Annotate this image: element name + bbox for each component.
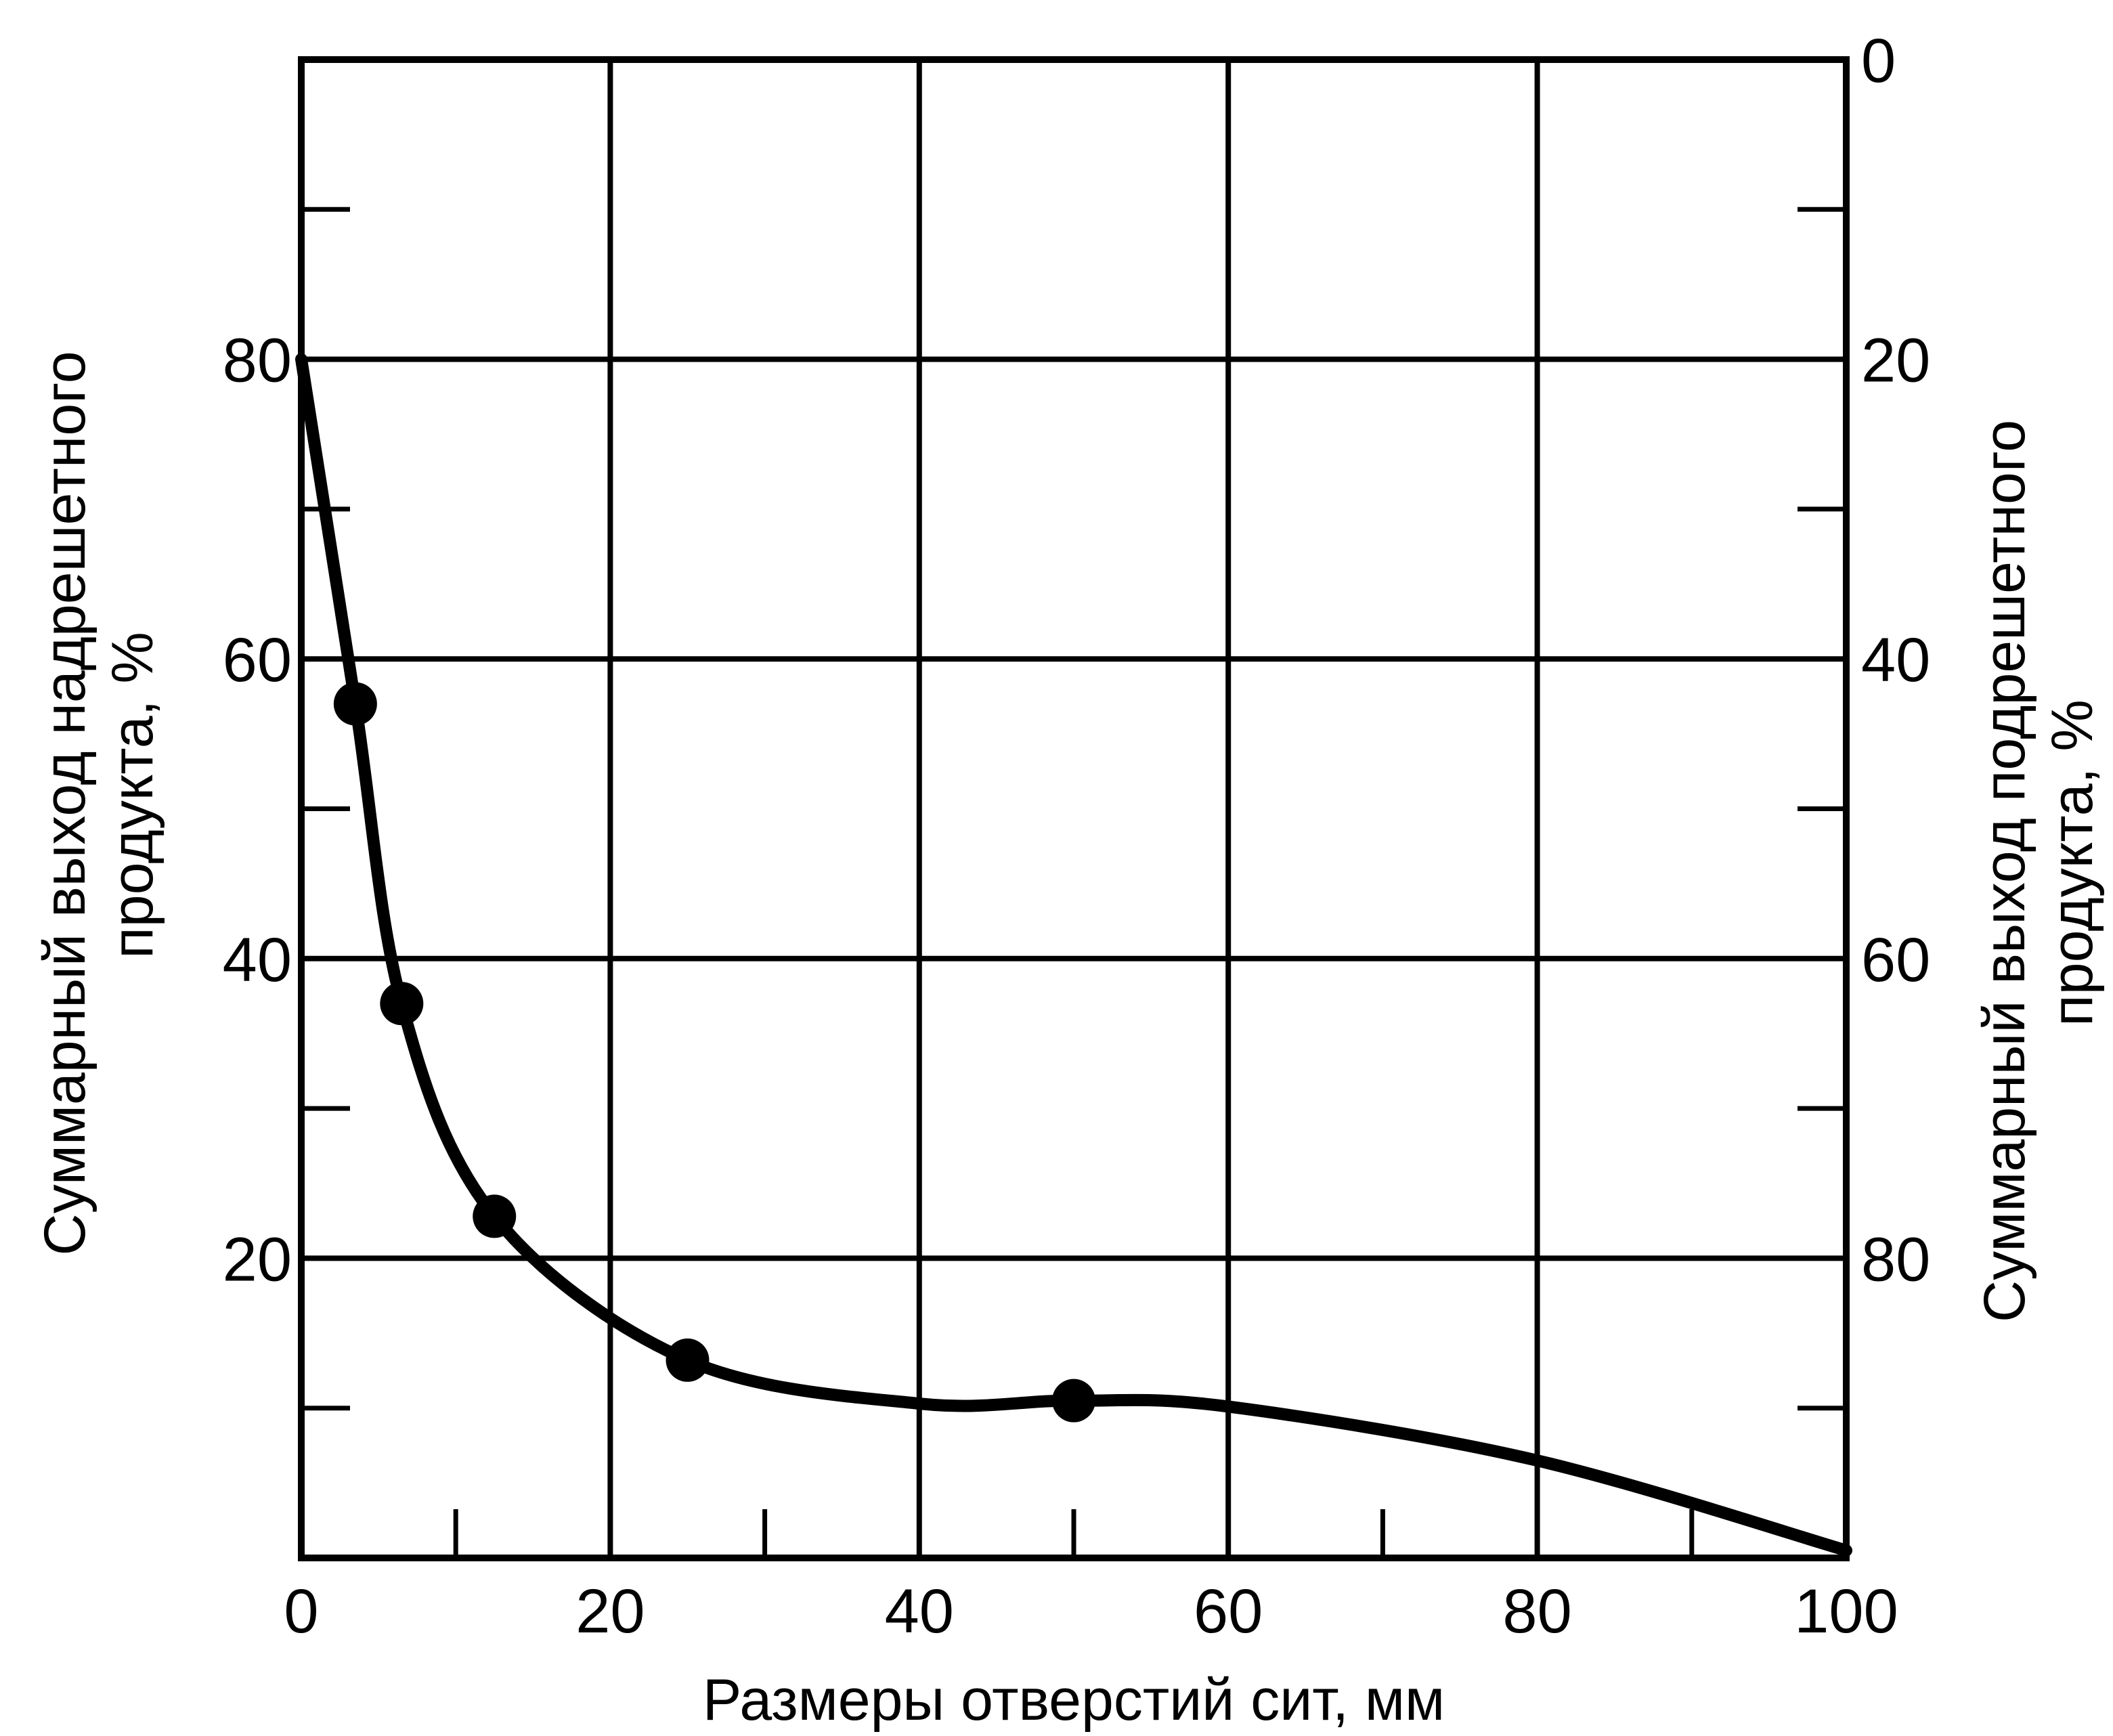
y-right-tick-label-40: 60 [1861,926,1930,995]
y-left-tick-label-20: 20 [223,1225,292,1294]
series-line [295,353,1852,1557]
y-right-axis-label-line2: продукта, % [2040,699,2105,1026]
x-tick-label-0: 0 [284,1577,318,1646]
plot-frame [298,56,1850,1561]
y-left-axis-label-line1: Суммарный выход надрешетного [32,351,97,1255]
data-point-4 [1052,1379,1095,1423]
data-point-2 [473,1194,517,1238]
y-left-tick-label-40: 40 [223,926,292,995]
y-right-tick-label-20: 80 [1861,1225,1930,1294]
y-left-tick-labels: 20 40 60 80 [223,326,292,1295]
y-left-axis-label: Суммарный выход надрешетного продукта, % [32,335,165,1256]
x-tick-label-100: 100 [1794,1577,1898,1646]
grid [301,60,1846,1558]
y-right-tick-label-100: 0 [1861,26,1896,95]
x-tick-label-80: 80 [1502,1577,1571,1646]
y-right-axis-label: Суммарный выход подрешетного продукта, % [1972,404,2105,1322]
x-tick-label-60: 60 [1194,1577,1263,1646]
data-points [333,682,1095,1423]
x-tick-label-40: 40 [885,1577,954,1646]
y-right-axis-label-line1: Суммарный выход подрешетного [1972,420,2037,1322]
y-right-tick-labels: 0 20 40 60 80 [1861,26,1930,1294]
x-axis-label: Размеры отверстий сит, мм [703,1668,1445,1733]
y-right-tick-label-60: 40 [1861,626,1930,695]
data-point-1 [380,982,424,1026]
y-left-axis-label-line2: продукта, % [100,632,165,959]
axis-ticks [301,207,1846,1558]
y-right-tick-label-80: 20 [1861,326,1930,395]
data-point-3 [666,1338,710,1382]
y-left-tick-label-80: 80 [223,326,292,395]
x-tick-labels: 0 20 40 60 80 100 [284,1577,1898,1646]
x-tick-label-20: 20 [575,1577,645,1646]
data-point-0 [333,682,377,726]
y-left-tick-label-60: 60 [223,626,292,695]
